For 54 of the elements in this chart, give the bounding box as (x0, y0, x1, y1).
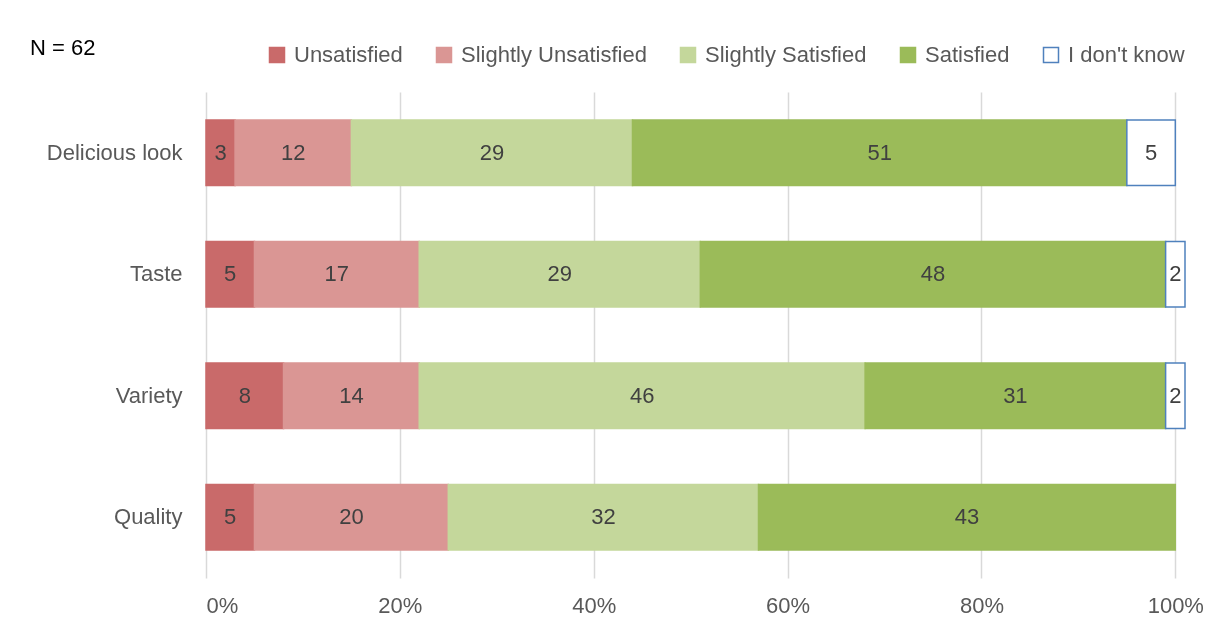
data-label: 5 (224, 261, 237, 287)
data-label: 48 (920, 261, 946, 287)
text: N = 62 (30, 35, 96, 60)
legend-label: I don't know (1068, 42, 1185, 67)
y-tick-label: Delicious look (46, 139, 184, 165)
bar (864, 362, 1167, 430)
bar (1126, 119, 1177, 187)
data-label: 5 (224, 504, 237, 530)
data-label: 31 (1003, 382, 1028, 408)
bar (253, 240, 420, 308)
bar (350, 119, 634, 187)
bar (757, 483, 1177, 551)
data-label: 29 (547, 261, 573, 287)
x-tick-label: 0% (206, 592, 239, 618)
bar (205, 362, 285, 430)
legend-label: Satisfied (925, 42, 1010, 67)
bar (205, 483, 256, 551)
x-tick-label: 40% (572, 592, 617, 618)
bar (447, 483, 760, 551)
bar (205, 119, 236, 187)
data-label: 8 (238, 382, 251, 408)
y-tick-label: Taste (129, 261, 183, 287)
y-tick-label: Quality (114, 504, 183, 530)
x-tick-label: 20% (378, 592, 423, 618)
x-tick-label: 100% (1147, 592, 1204, 618)
data-label: 14 (339, 382, 364, 408)
data-label: 2 (1169, 261, 1182, 287)
data-label: 5 (1144, 139, 1158, 165)
data-label: 20 (339, 504, 364, 530)
legend-label: Slightly Unsatisfied (461, 42, 647, 67)
data-label: 17 (324, 261, 350, 287)
data-label: 3 (214, 139, 227, 165)
bar (234, 119, 353, 187)
bar (418, 362, 866, 430)
data-label: 51 (867, 139, 892, 165)
bar (699, 240, 1167, 308)
x-tick-label: 80% (959, 592, 1004, 618)
legend-label: Unsatisfied (294, 42, 403, 67)
y-tick-label: Variety (115, 382, 183, 408)
bar (418, 240, 702, 308)
bar (282, 362, 420, 430)
data-label: 29 (479, 139, 505, 165)
bar (1164, 362, 1186, 430)
data-label: 46 (629, 382, 655, 408)
data-label: 43 (954, 504, 980, 530)
bar (631, 119, 1128, 187)
data-label: 32 (591, 504, 616, 530)
bar (1164, 240, 1186, 308)
x-tick-label: 60% (766, 592, 811, 618)
data-label: 2 (1169, 382, 1182, 408)
bar (253, 483, 450, 551)
legend-label: Slightly Satisfied (705, 42, 867, 67)
bar (205, 240, 256, 308)
data-label: 12 (281, 139, 306, 165)
